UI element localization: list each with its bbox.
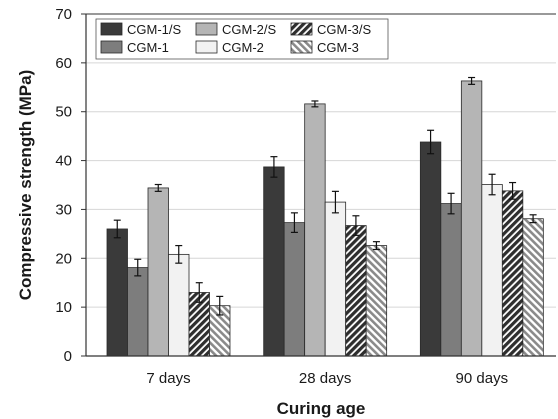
legend-frame (95, 18, 389, 60)
legend-swatch (195, 40, 218, 54)
y-tick-label: 70 (55, 6, 72, 23)
x-axis-title: Curing age (277, 399, 366, 418)
legend-label: CGM-2 (222, 40, 264, 55)
bar (127, 267, 149, 357)
bar (168, 253, 190, 357)
legend-swatch (100, 22, 123, 36)
legend-swatch (100, 40, 123, 54)
bar (481, 184, 503, 357)
y-tick-label: 0 (64, 348, 72, 365)
y-tick-label: 20 (55, 250, 72, 267)
y-tick-label: 10 (55, 299, 72, 316)
y-tick-label: 40 (55, 153, 72, 170)
bar (419, 141, 442, 357)
bar (263, 166, 285, 357)
bar (304, 103, 326, 357)
x-tick-label: 28 days (299, 370, 352, 387)
bar (440, 203, 462, 357)
legend-label: CGM-3 (317, 40, 359, 55)
bar (147, 187, 169, 357)
legend-swatch (195, 22, 218, 36)
bar (345, 225, 367, 357)
x-tick-label: 7 days (146, 370, 190, 387)
x-tick-label: 90 days (456, 370, 509, 387)
legend-swatch (290, 40, 313, 54)
bar (365, 245, 388, 357)
legend-label: CGM-2/S (222, 22, 277, 37)
axes: 0 10 20 30 40 50 60 70 7 days 28 days 90 days (55, 6, 556, 387)
legend-label: CGM-1/S (127, 22, 182, 37)
y-axis-title: Compressive strength (MPa) (16, 70, 35, 301)
bar (460, 80, 483, 357)
bar (501, 190, 524, 357)
bar (324, 201, 347, 357)
legend: CGM-1/S CGM-2/S CGM-3/S CGM-1 CGM-2 CGM-3 (95, 18, 389, 60)
bar (522, 218, 544, 357)
bar (283, 222, 306, 357)
y-tick-label: 30 (55, 201, 72, 218)
bar (106, 228, 128, 357)
bars-group (106, 76, 544, 357)
y-tick-label: 50 (55, 104, 72, 121)
legend-label: CGM-1 (127, 40, 169, 55)
y-tick-label: 60 (55, 55, 72, 72)
legend-label: CGM-3/S (317, 22, 372, 37)
legend-swatch (290, 22, 313, 36)
